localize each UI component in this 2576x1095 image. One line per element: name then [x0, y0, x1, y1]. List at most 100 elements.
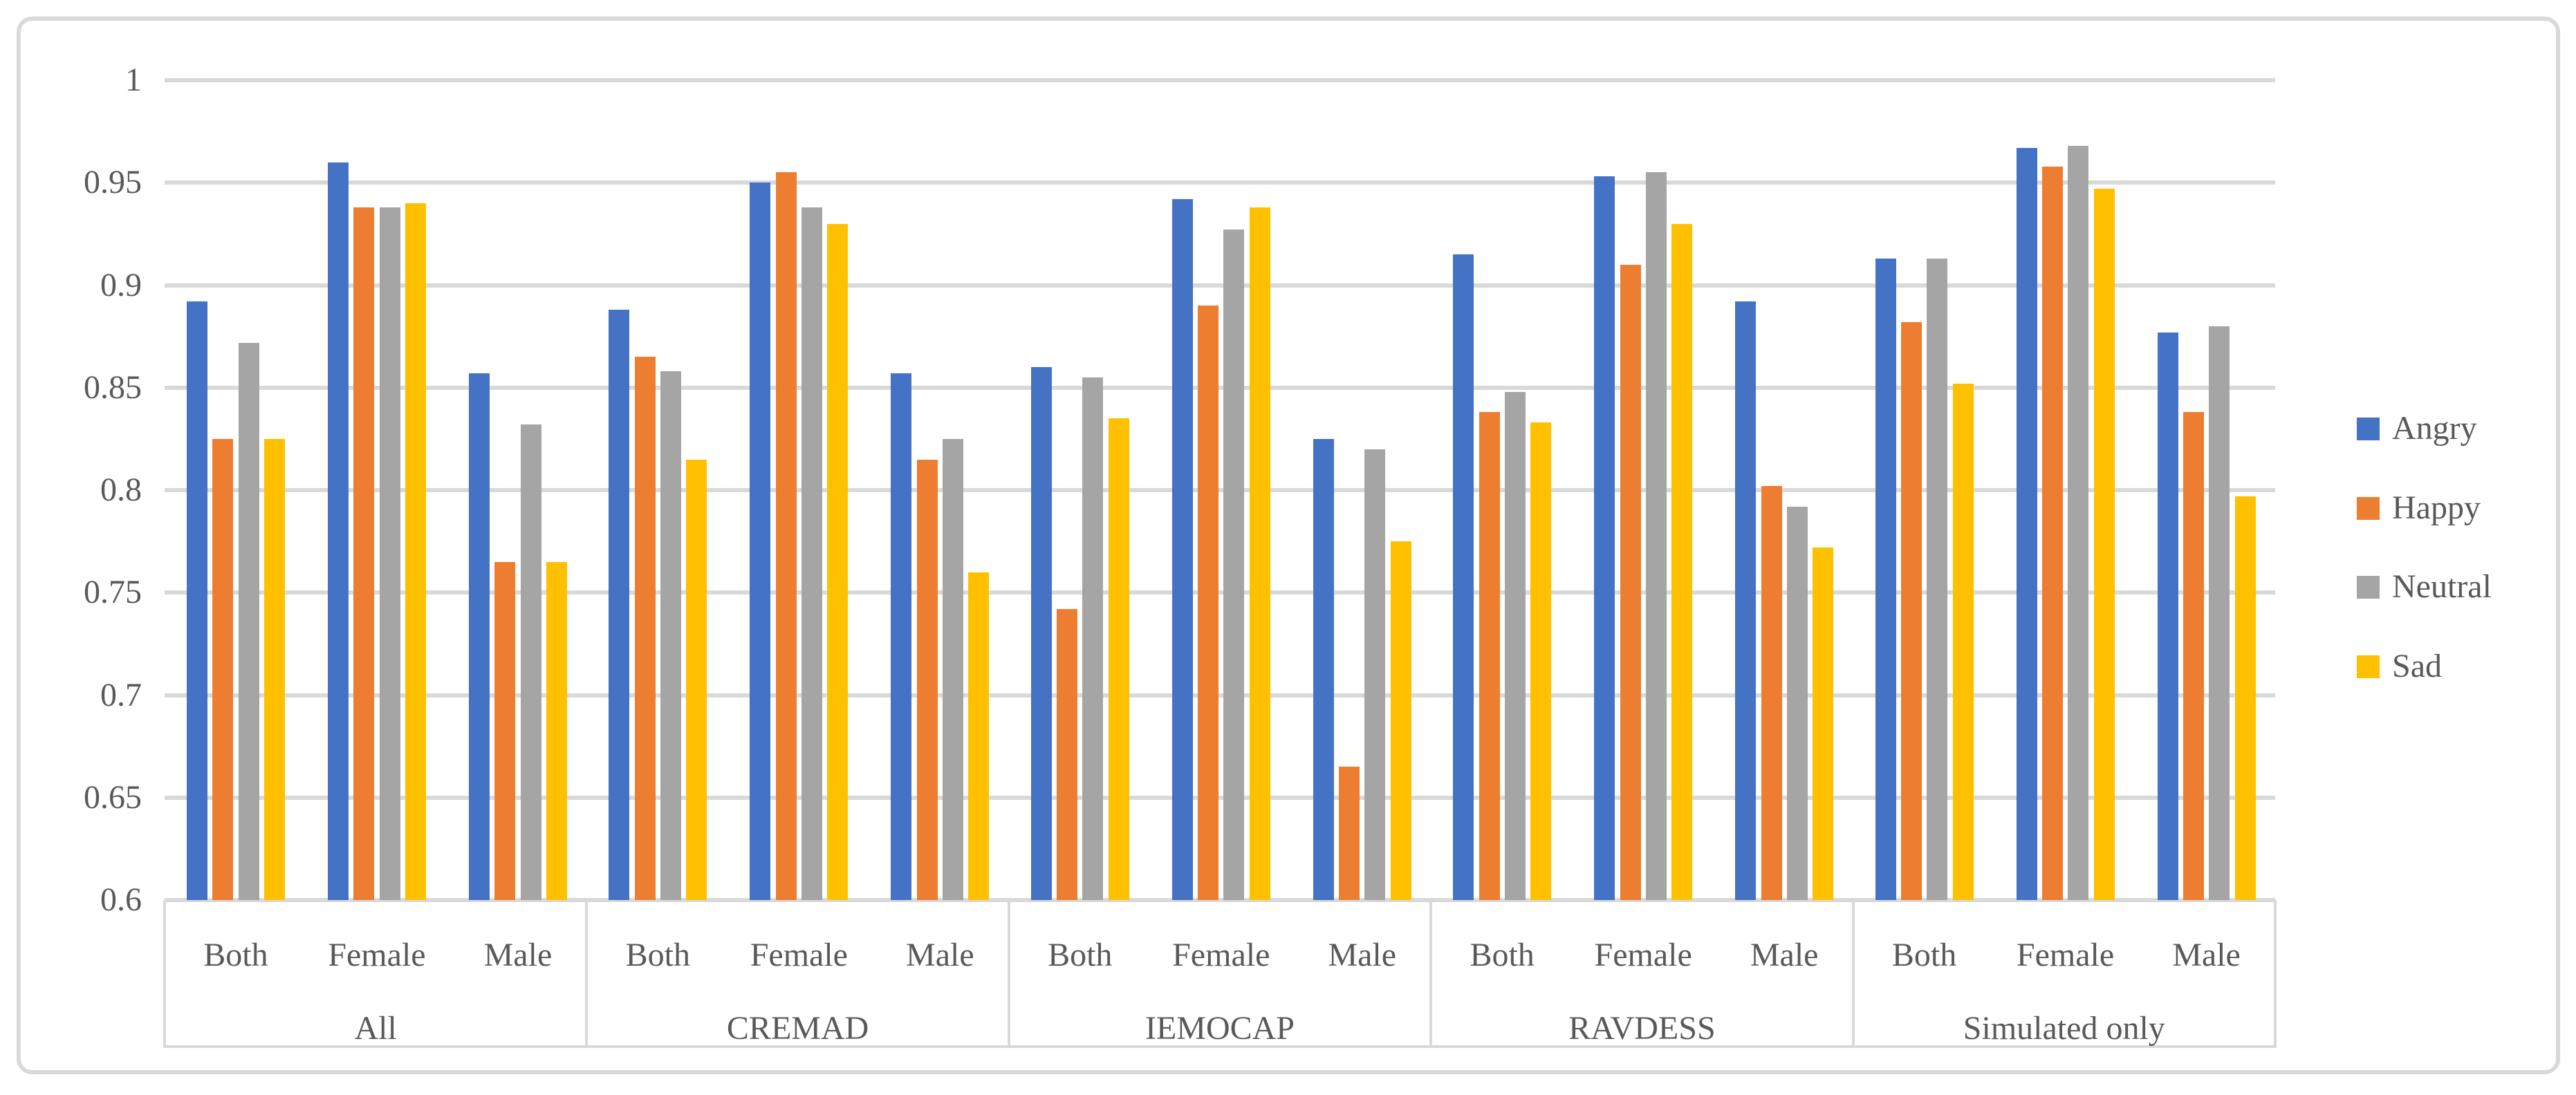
- y-tick-label: 1: [125, 62, 142, 98]
- bar-angry-cremad-both: [609, 310, 630, 900]
- bar-happy-iemocap-female: [1198, 306, 1219, 900]
- gridline: [165, 385, 2275, 390]
- bar-angry-all-both: [187, 301, 207, 900]
- category-divider: [163, 900, 166, 1048]
- bar-angry-iemocap-both: [1030, 367, 1052, 900]
- legend-swatch-angry: [2357, 418, 2380, 440]
- legend-label: Happy: [2392, 489, 2481, 526]
- gridline: [165, 795, 2275, 800]
- category-divider: [1007, 900, 1010, 1048]
- subcategory-label: Male: [1328, 937, 1397, 973]
- bar-angry-cremad-male: [891, 373, 912, 900]
- bar-sad-all-male: [546, 561, 567, 900]
- bar-happy-ravdess-both: [1479, 412, 1500, 900]
- bar-neutral-ravdess-female: [1645, 172, 1667, 900]
- bar-angry-simulated-only-male: [2157, 332, 2178, 900]
- subcategory-label: Both: [625, 937, 691, 973]
- bar-sad-ravdess-female: [1671, 223, 1693, 900]
- bar-sad-iemocap-female: [1249, 207, 1270, 900]
- subcategory-label: Female: [750, 937, 848, 973]
- y-tick-label: 0.65: [84, 778, 142, 816]
- subcategory-label: Both: [1891, 937, 1957, 973]
- figure-border: [17, 17, 2560, 1074]
- legend-label: Sad: [2392, 647, 2442, 684]
- bar-sad-all-both: [263, 438, 285, 900]
- group-label: RAVDESS: [1568, 1010, 1716, 1047]
- bar-neutral-cremad-both: [660, 371, 681, 900]
- gridline: [165, 78, 2275, 82]
- legend-label: Neutral: [2392, 568, 2492, 605]
- legend-item-sad: Sad: [2357, 646, 2537, 687]
- subcategory-label: Female: [328, 937, 426, 973]
- bar-neutral-ravdess-male: [1786, 506, 1808, 900]
- bar-angry-simulated-only-female: [2016, 147, 2037, 900]
- group-label: CREMAD: [726, 1010, 869, 1047]
- legend-swatch-neutral: [2357, 576, 2380, 599]
- subcategory-label: Male: [1750, 937, 1819, 973]
- bar-happy-iemocap-both: [1057, 608, 1078, 900]
- bar-sad-cremad-male: [968, 572, 990, 900]
- bar-neutral-simulated-only-male: [2209, 326, 2230, 900]
- y-tick-label: 0.95: [84, 164, 142, 201]
- bar-neutral-cremad-female: [801, 207, 822, 900]
- bar-sad-iemocap-both: [1108, 418, 1129, 900]
- bar-sad-simulated-only-male: [2234, 496, 2256, 900]
- bar-angry-all-female: [328, 162, 349, 900]
- bar-angry-cremad-female: [750, 182, 771, 900]
- bar-happy-iemocap-male: [1339, 767, 1360, 900]
- legend-item-neutral: Neutral: [2357, 566, 2537, 608]
- bar-happy-all-male: [494, 561, 516, 900]
- gridline: [165, 898, 2275, 902]
- gridline: [165, 283, 2275, 288]
- bar-angry-ravdess-female: [1594, 176, 1615, 900]
- gridline: [165, 693, 2275, 698]
- y-tick-label: 0.9: [100, 266, 142, 303]
- subcategory-label: Male: [2172, 937, 2241, 973]
- subcategory-label: Both: [1048, 937, 1113, 973]
- group-label: IEMOCAP: [1145, 1010, 1295, 1047]
- bar-neutral-ravdess-both: [1504, 391, 1526, 900]
- bar-neutral-simulated-only-both: [1927, 258, 1948, 900]
- group-label: All: [354, 1010, 397, 1047]
- subcategory-label: Both: [1470, 937, 1535, 973]
- gridline: [165, 590, 2275, 595]
- bar-happy-all-female: [353, 207, 375, 900]
- bar-happy-ravdess-male: [1761, 486, 1782, 900]
- legend-swatch-sad: [2357, 655, 2380, 678]
- y-tick-label: 0.6: [100, 881, 142, 918]
- gridline: [165, 488, 2275, 492]
- bar-neutral-all-both: [238, 342, 259, 900]
- bar-angry-simulated-only-both: [1875, 258, 1896, 900]
- category-divider: [585, 900, 589, 1048]
- y-tick-label: 0.8: [100, 471, 142, 508]
- bar-neutral-simulated-only-female: [2068, 145, 2089, 900]
- bar-sad-ravdess-male: [1813, 548, 1834, 900]
- bar-angry-all-male: [469, 373, 490, 900]
- bar-angry-iemocap-female: [1171, 198, 1193, 900]
- bar-angry-ravdess-male: [1735, 301, 1757, 900]
- bar-happy-ravdess-female: [1620, 264, 1641, 900]
- y-tick-label: 0.75: [84, 574, 142, 611]
- bar-happy-cremad-male: [916, 459, 938, 900]
- group-label: Simulated only: [1963, 1010, 2165, 1047]
- subcategory-label: Both: [203, 937, 268, 973]
- legend-label: Angry: [2392, 410, 2477, 447]
- bar-happy-cremad-female: [775, 172, 797, 900]
- category-divider: [1851, 900, 1855, 1048]
- subcategory-label: Female: [1594, 937, 1692, 973]
- y-tick-label: 0.85: [84, 368, 142, 406]
- bar-happy-all-both: [212, 438, 234, 900]
- category-divider: [1429, 900, 1433, 1048]
- bar-neutral-all-female: [379, 207, 400, 900]
- legend-swatch-happy: [2357, 496, 2380, 520]
- subcategory-label: Male: [483, 937, 553, 973]
- bar-neutral-iemocap-both: [1082, 377, 1104, 900]
- bar-neutral-iemocap-male: [1364, 449, 1386, 900]
- bar-angry-iemocap-male: [1313, 438, 1334, 900]
- bar-sad-cremad-both: [686, 459, 707, 900]
- bar-sad-cremad-female: [827, 223, 849, 900]
- bar-angry-ravdess-both: [1453, 254, 1474, 900]
- gridline: [165, 180, 2275, 185]
- bar-sad-iemocap-male: [1390, 541, 1411, 900]
